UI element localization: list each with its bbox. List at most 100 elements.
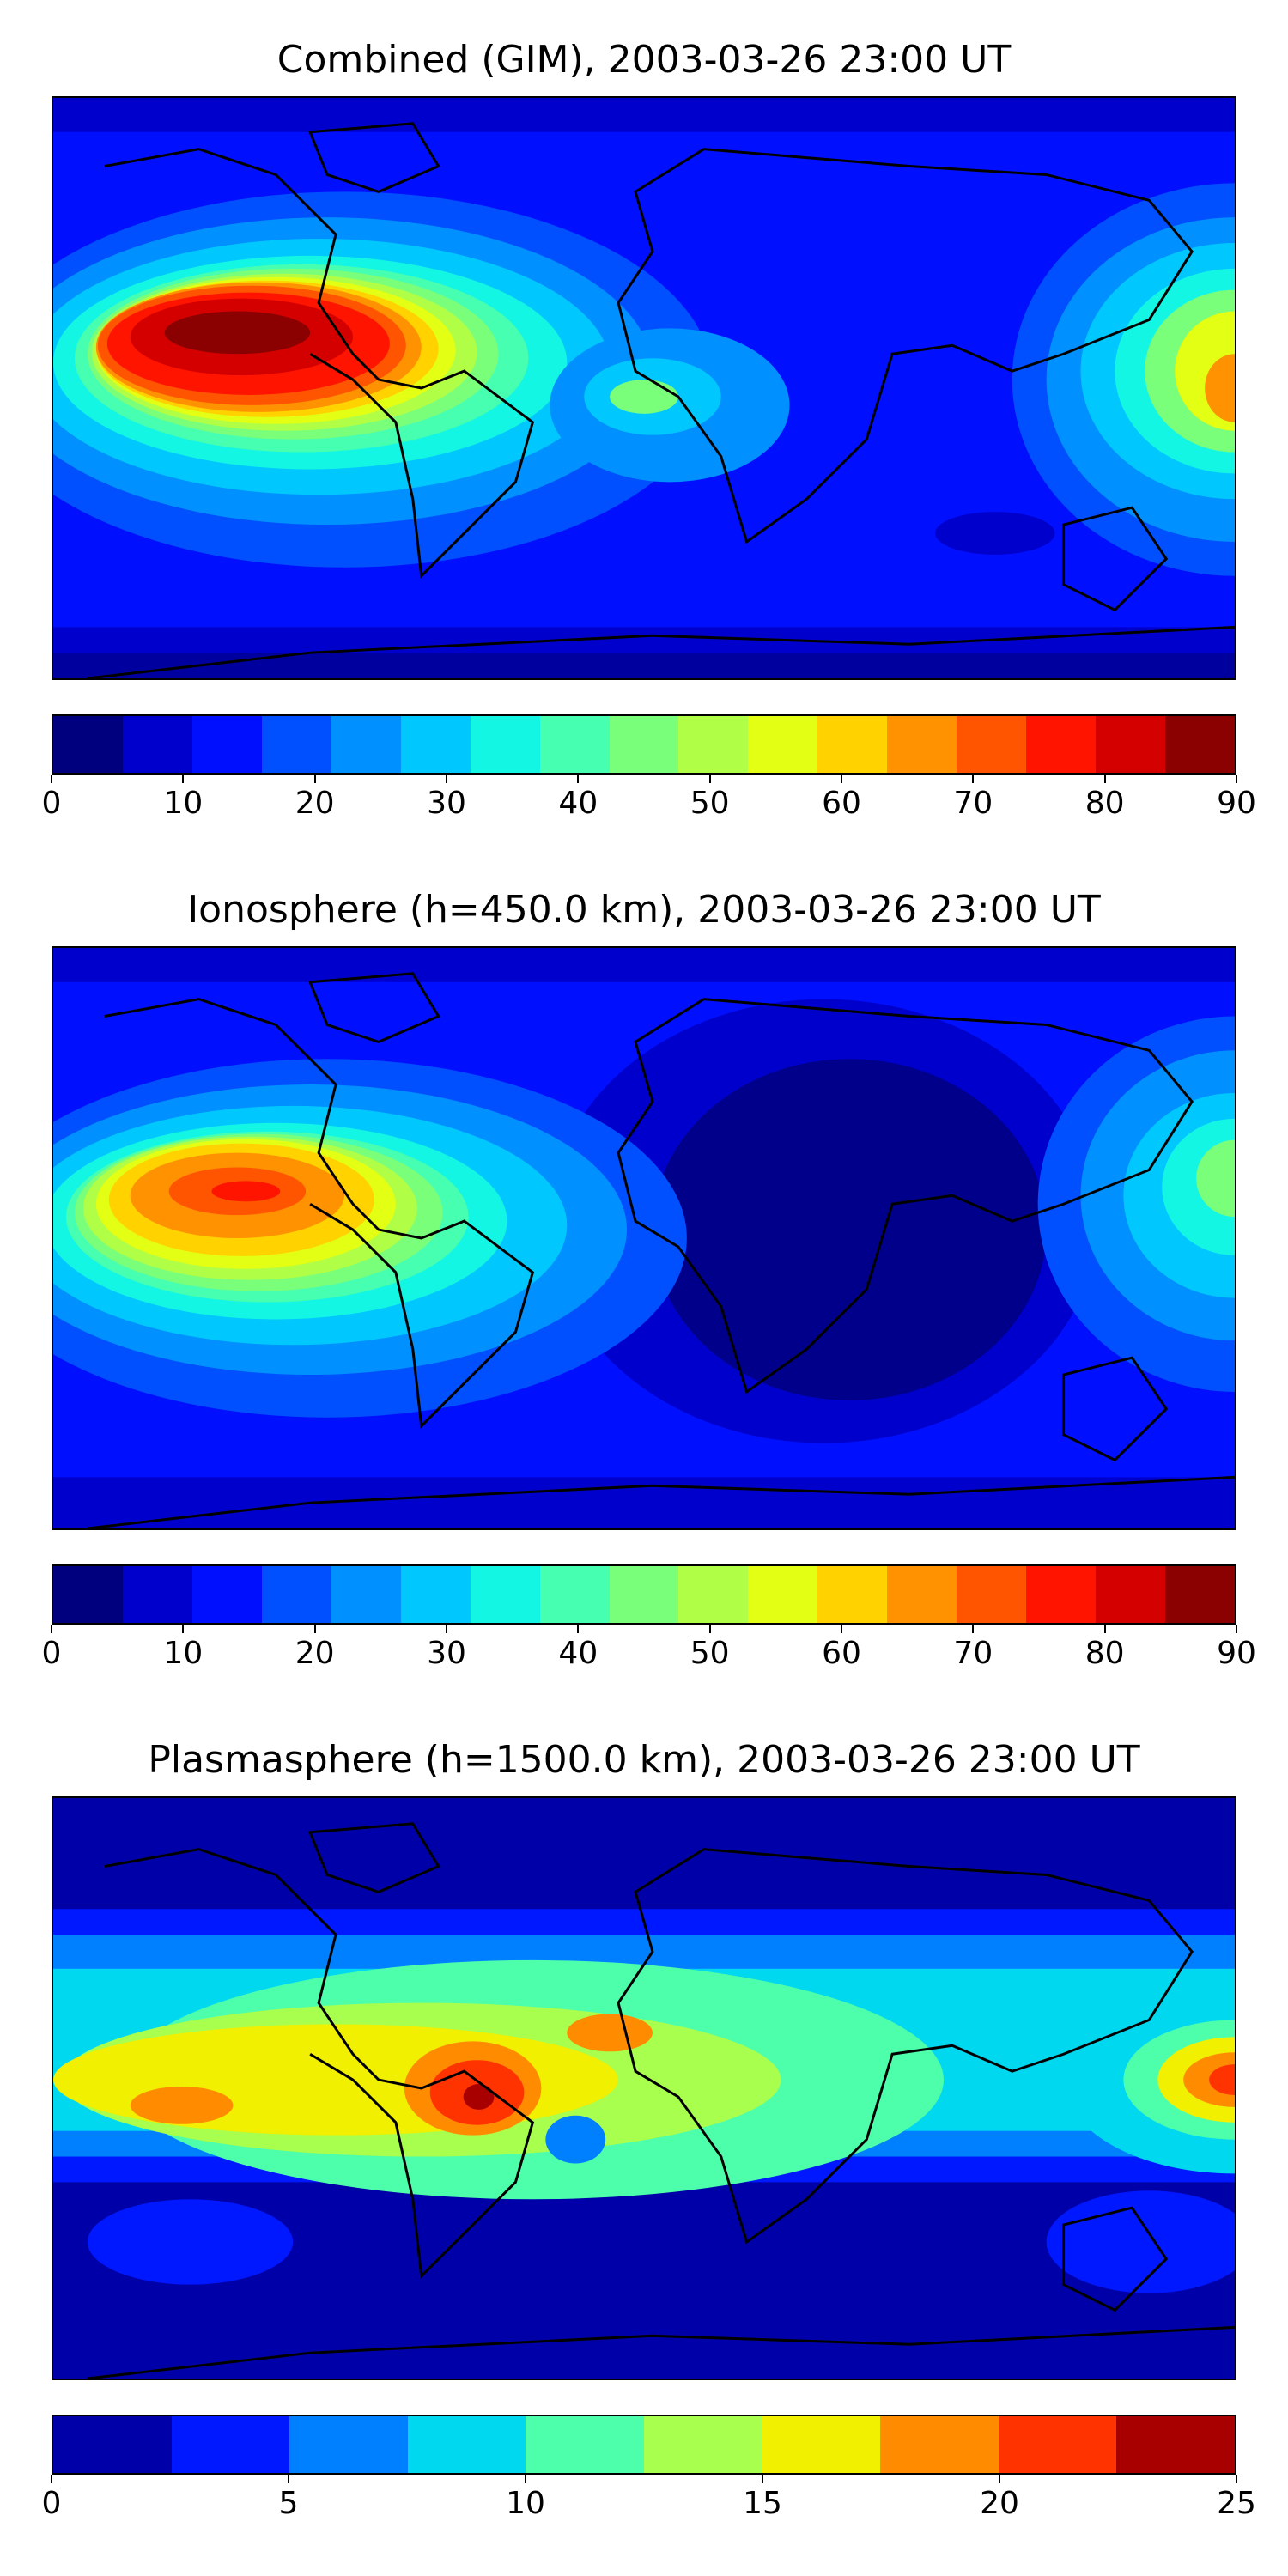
- colorbar-segment: [191, 1566, 262, 1623]
- colorbar-tick-label: 0: [41, 2486, 62, 2521]
- colorbar-combined: [52, 714, 1236, 775]
- colorbar-tick-mark: [525, 2475, 526, 2483]
- colorbar-segment: [171, 2416, 290, 2473]
- colorbar-tick-label: 70: [953, 1636, 993, 1671]
- colorbar-segment: [289, 2416, 408, 2473]
- colorbar-ticks-combined: 0 10 20 30 40 50 60 70 80 90: [42, 775, 1256, 826]
- colorbar-segment: [331, 1566, 401, 1623]
- colorbar-tick-mark: [999, 2475, 1000, 2483]
- colorbar-tick-mark: [972, 775, 975, 783]
- tec-map-ionosphere: [52, 946, 1236, 1530]
- colorbar-segment: [539, 1566, 610, 1623]
- colorbar-tick-label: 90: [1217, 786, 1256, 821]
- panel-title-combined: Combined (GIM), 2003-03-26 23:00 UT: [276, 38, 1012, 82]
- colorbar-segment: [1165, 716, 1235, 773]
- colorbar-segment: [643, 2416, 762, 2473]
- colorbar-tick-label: 10: [506, 2486, 545, 2521]
- colorbar-tick-mark: [972, 1625, 975, 1633]
- colorbar-tick-mark: [182, 775, 185, 783]
- colorbar-segment: [1096, 1566, 1165, 1623]
- colorbar-tick-label: 0: [41, 1636, 62, 1671]
- colorbar-segment: [1026, 716, 1097, 773]
- colorbar-tick-label: 5: [278, 2486, 299, 2521]
- colorbar-segment: [887, 1566, 957, 1623]
- colorbar-tick-mark: [313, 775, 316, 783]
- colorbar-tick-mark: [51, 775, 52, 783]
- colorbar-tick-label: 20: [295, 786, 335, 821]
- colorbar-segment: [880, 2416, 999, 2473]
- colorbar-segment: [470, 1566, 540, 1623]
- colorbar-tick-mark: [841, 775, 842, 783]
- colorbar-segment: [261, 1566, 331, 1623]
- colorbar-segment: [470, 716, 540, 773]
- colorbar-segment: [331, 716, 401, 773]
- colorbar-tick-label: 10: [163, 1636, 204, 1671]
- colorbar-segment: [407, 2416, 526, 2473]
- colorbar-tick-mark: [577, 1625, 580, 1633]
- colorbar-tick-label: 15: [743, 2486, 782, 2521]
- colorbar-tick-mark: [51, 2475, 52, 2483]
- colorbar-segment: [609, 1566, 679, 1623]
- colorbar-segment: [678, 1566, 749, 1623]
- colorbar-segment: [1026, 1566, 1097, 1623]
- colorbar-segment: [609, 716, 679, 773]
- colorbar-segment: [748, 716, 818, 773]
- colorbar-tick-mark: [1236, 775, 1237, 783]
- colorbar-tick-mark: [577, 775, 580, 783]
- colorbar-tick-label: 90: [1217, 1636, 1256, 1671]
- colorbar-segment: [957, 716, 1027, 773]
- colorbar-tick-label: 60: [822, 1636, 861, 1671]
- colorbar-tick-mark: [313, 1625, 316, 1633]
- colorbar-segment: [191, 716, 262, 773]
- colorbar-segment: [748, 1566, 818, 1623]
- colorbar-segment: [400, 1566, 471, 1623]
- colorbar-segment: [1165, 1566, 1235, 1623]
- colorbar-ticks-plasmasphere: 0 5 10 15 20 25: [42, 2475, 1256, 2526]
- tec-map-combined: [52, 96, 1236, 680]
- colorbar-tick-label: 70: [953, 786, 993, 821]
- colorbar-tick-label: 50: [690, 1636, 730, 1671]
- colorbar-ionosphere: [52, 1564, 1236, 1625]
- colorbar-tick-mark: [1103, 775, 1106, 783]
- colorbar-tick-mark: [1236, 2475, 1237, 2483]
- colorbar-tick-mark: [1103, 1625, 1106, 1633]
- colorbar-tick-mark: [51, 1625, 52, 1633]
- colorbar-plasmasphere: [52, 2415, 1236, 2475]
- panel-title-plasmasphere: Plasmasphere (h=1500.0 km), 2003-03-26 2…: [148, 1738, 1140, 1782]
- colorbar-segment: [53, 2416, 172, 2473]
- colorbar-tick-mark: [841, 1625, 842, 1633]
- colorbar-segment: [53, 716, 123, 773]
- colorbar-tick-label: 25: [1217, 2486, 1256, 2521]
- tec-map-plasmasphere: [52, 1796, 1236, 2380]
- colorbar-tick-mark: [762, 2475, 763, 2483]
- colorbar-segment: [998, 2416, 1117, 2473]
- colorbar-tick-mark: [1236, 1625, 1237, 1633]
- colorbar-segment: [1096, 716, 1165, 773]
- colorbar-segment: [122, 1566, 192, 1623]
- colorbar-tick-mark: [182, 1625, 185, 1633]
- colorbar-tick-label: 60: [822, 786, 861, 821]
- colorbar-tick-label: 80: [1084, 786, 1125, 821]
- colorbar-tick-mark: [708, 775, 711, 783]
- colorbar-tick-label: 20: [295, 1636, 335, 1671]
- colorbar-segment: [526, 2416, 644, 2473]
- colorbar-segment: [762, 2416, 881, 2473]
- colorbar-segment: [122, 716, 192, 773]
- colorbar-tick-label: 30: [427, 786, 466, 821]
- colorbar-tick-label: 40: [558, 786, 598, 821]
- colorbar-segment: [1116, 2416, 1235, 2473]
- colorbar-segment: [817, 1566, 888, 1623]
- colorbar-segment: [261, 716, 331, 773]
- colorbar-segment: [957, 1566, 1027, 1623]
- colorbar-tick-mark: [708, 1625, 711, 1633]
- colorbar-tick-mark: [288, 2475, 289, 2483]
- colorbar-segment: [678, 716, 749, 773]
- colorbar-segment: [817, 716, 888, 773]
- colorbar-tick-label: 80: [1084, 1636, 1125, 1671]
- colorbar-segment: [53, 1566, 123, 1623]
- colorbar-tick-label: 10: [163, 786, 204, 821]
- colorbar-tick-label: 40: [558, 1636, 598, 1671]
- colorbar-tick-mark: [446, 1625, 447, 1633]
- panel-title-ionosphere: Ionosphere (h=450.0 km), 2003-03-26 23:0…: [187, 888, 1101, 932]
- colorbar-tick-label: 0: [41, 786, 62, 821]
